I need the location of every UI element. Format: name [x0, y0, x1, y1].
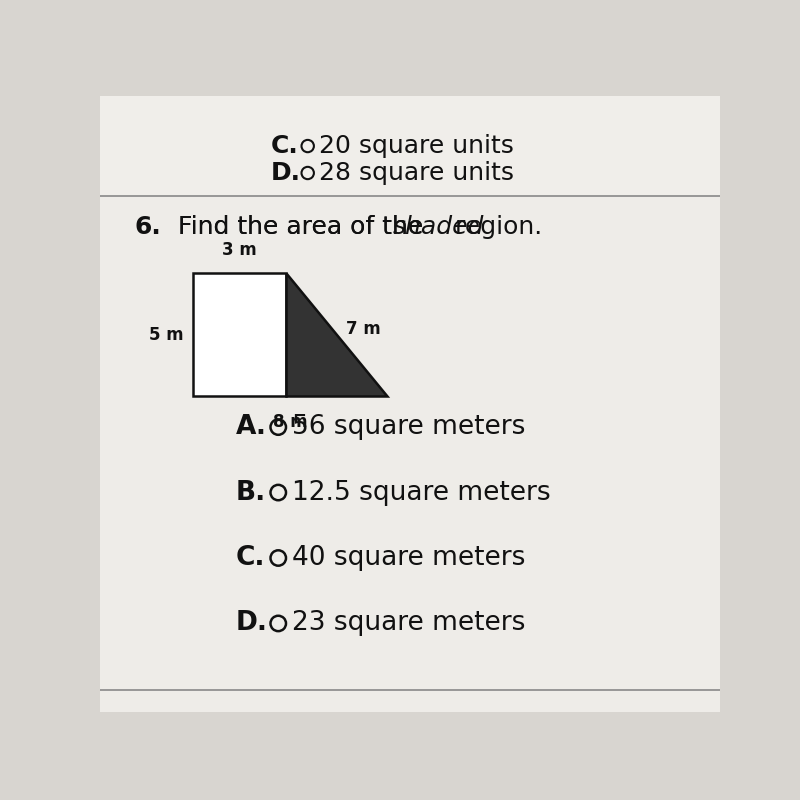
Text: 5 m: 5 m	[149, 326, 184, 344]
Text: 12.5 square meters: 12.5 square meters	[292, 479, 551, 506]
Text: 20 square units: 20 square units	[318, 134, 514, 158]
Text: 8 m: 8 m	[273, 414, 307, 431]
Text: Find the area of the: Find the area of the	[178, 215, 430, 239]
Text: shaded: shaded	[393, 215, 484, 239]
Text: region.: region.	[447, 215, 542, 239]
Text: 23 square meters: 23 square meters	[292, 610, 526, 637]
Bar	[100, 96, 720, 196]
Text: C.: C.	[236, 545, 265, 571]
Polygon shape	[286, 273, 386, 396]
Text: A.: A.	[236, 414, 266, 440]
Text: D.: D.	[270, 161, 301, 185]
Text: Find the area of the: Find the area of the	[178, 215, 430, 239]
Text: B.: B.	[236, 479, 266, 506]
Text: 3 m: 3 m	[222, 242, 257, 259]
Text: 28 square units: 28 square units	[318, 161, 514, 185]
Text: D.: D.	[236, 610, 268, 637]
Text: 6.: 6.	[135, 215, 162, 239]
Text: 56 square meters: 56 square meters	[292, 414, 526, 440]
Text: C.: C.	[270, 134, 298, 158]
Text: 40 square meters: 40 square meters	[292, 545, 526, 571]
Bar	[193, 273, 286, 396]
Text: 7 m: 7 m	[346, 319, 382, 338]
